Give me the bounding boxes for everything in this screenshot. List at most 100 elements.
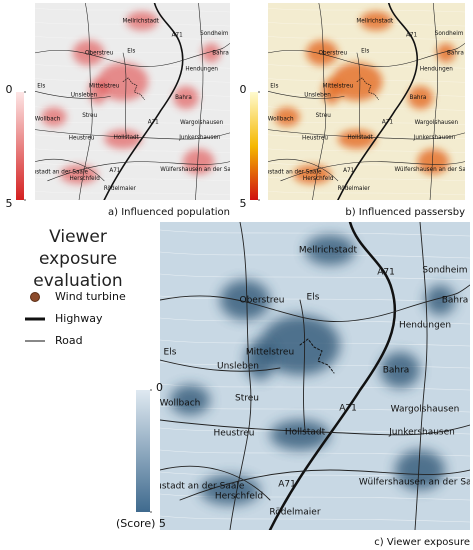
map-content: Mellrichstadt A71 Sondheim Bahra Oberstreu El… [124, 222, 470, 530]
place-label: Hendungen [185, 66, 218, 72]
hotspot [72, 40, 105, 66]
place-label: Unsleben [71, 93, 98, 99]
hotspot [200, 475, 260, 505]
colorbar [136, 390, 150, 512]
place-label: Streu [316, 113, 332, 119]
place-label: Mittelstreu [323, 84, 354, 90]
hotspot [395, 450, 445, 490]
colorbar-label: 0 [156, 381, 163, 394]
place-label: Sondheim [200, 31, 229, 37]
contour [34, 190, 230, 196]
place-label: A71 [278, 480, 296, 490]
hotspot [380, 352, 420, 388]
place-label: Wargolshausen [391, 405, 460, 415]
place-label: Junkershausen [388, 428, 455, 438]
place-label: Mellrichstadt [299, 246, 358, 256]
place-label: Bahra [175, 95, 192, 101]
hotspot [417, 148, 450, 175]
hotspot [274, 107, 300, 127]
panel-caption: c) Viewer exposure [374, 537, 470, 548]
place-label: Bad Neustadt an der Saale [12, 169, 88, 175]
place-label: Els [270, 84, 278, 90]
colorbar-label: (Score) 5 [116, 517, 166, 530]
colorbar [16, 92, 24, 200]
colorbar-label: 5 [240, 197, 247, 210]
place-label: Rödelmaier [338, 186, 371, 192]
contour [267, 21, 465, 27]
hotspot [293, 164, 332, 185]
map-content: Mellrichstadt A71 Sondheim Bahra Oberstreu El… [245, 2, 473, 200]
hotspot [436, 43, 456, 63]
colorbar-label: 5 [6, 197, 13, 210]
hotspot [104, 129, 142, 149]
place-label: Unsleben [304, 93, 331, 99]
contour [267, 50, 465, 55]
place-label: Heustreu [302, 135, 328, 141]
contour [160, 493, 470, 501]
place-label: Streu [82, 113, 97, 119]
place-label: Wollbach [160, 399, 201, 409]
hotspot [173, 86, 199, 110]
place-label: Els [164, 348, 177, 358]
place-label: Bahra [383, 366, 410, 376]
place-label: Els [127, 48, 135, 54]
place-label: Wollbach [268, 116, 294, 122]
map-panel: Mellrichstadt A71 Sondheim Bahra Oberstreu El… [12, 2, 240, 200]
map-panel: Mellrichstadt A71 Sondheim Bahra Oberstreu El… [124, 222, 470, 530]
place-label: Oberstreu [85, 50, 114, 56]
contour [160, 515, 470, 523]
hotspot [220, 280, 270, 320]
place-label: A71 [377, 268, 395, 278]
place-label: Bahra [212, 50, 229, 56]
place-label: Streu [235, 394, 259, 404]
contour [34, 36, 230, 41]
place-label: Bahra [410, 95, 427, 101]
place-label: Oberstreu [319, 50, 348, 56]
hotspot [41, 107, 67, 127]
hotspot [407, 86, 434, 110]
legend-label: Wind turbine [55, 290, 126, 303]
place-label: Hollstadt [114, 135, 140, 141]
place-label: A71 [109, 168, 120, 174]
place-label: Mellrichstadt [356, 18, 394, 24]
contour [34, 7, 230, 13]
map-panels: Mellrichstadt A71 Sondheim Bahra Oberstreu El… [6, 2, 473, 548]
place-label: A71 [343, 168, 355, 174]
turbine-icon [30, 292, 40, 302]
panel-caption: a) Influenced population [108, 207, 230, 218]
place-label: Bad Neustadt an der Saale [124, 482, 245, 492]
contour [34, 50, 230, 55]
contour [267, 64, 465, 69]
place-label: Rödelmaier [104, 186, 137, 192]
place-label: Wülfershausen an der Saale [395, 167, 473, 173]
panel-caption: b) Influenced passersby [345, 207, 465, 218]
place-label: Herschfeld [215, 492, 263, 502]
contour [267, 7, 465, 13]
place-label: Junkershausen [413, 135, 456, 141]
title: Viewer exposure evaluation [33, 227, 123, 291]
place-label: Hendungen [420, 66, 453, 72]
contour [160, 229, 470, 237]
contour [160, 317, 470, 325]
place-label: Heustreu [69, 135, 95, 141]
place-label: Bad Neustadt an der Saale [245, 169, 322, 175]
place-label: Hollstadt [347, 135, 373, 141]
place-label: A71 [339, 404, 357, 414]
colorbar-label: 0 [6, 83, 13, 96]
place-label: Els [37, 84, 45, 90]
legend-label: Road [55, 334, 83, 347]
place-label: Unsleben [217, 362, 259, 372]
place-label: Mellrichstadt [122, 18, 159, 24]
hotspot [201, 43, 221, 63]
place-label: Wargolshausen [415, 120, 459, 126]
hotspot [270, 420, 330, 450]
place-label: Wülfershausen an der Saale [160, 167, 240, 173]
hotspot [360, 11, 392, 31]
contour [267, 36, 465, 41]
hotspot [305, 235, 355, 265]
place-label: A71 [172, 32, 183, 38]
place-label: Mittelstreu [89, 84, 120, 90]
place-label: Heustreu [214, 429, 255, 439]
